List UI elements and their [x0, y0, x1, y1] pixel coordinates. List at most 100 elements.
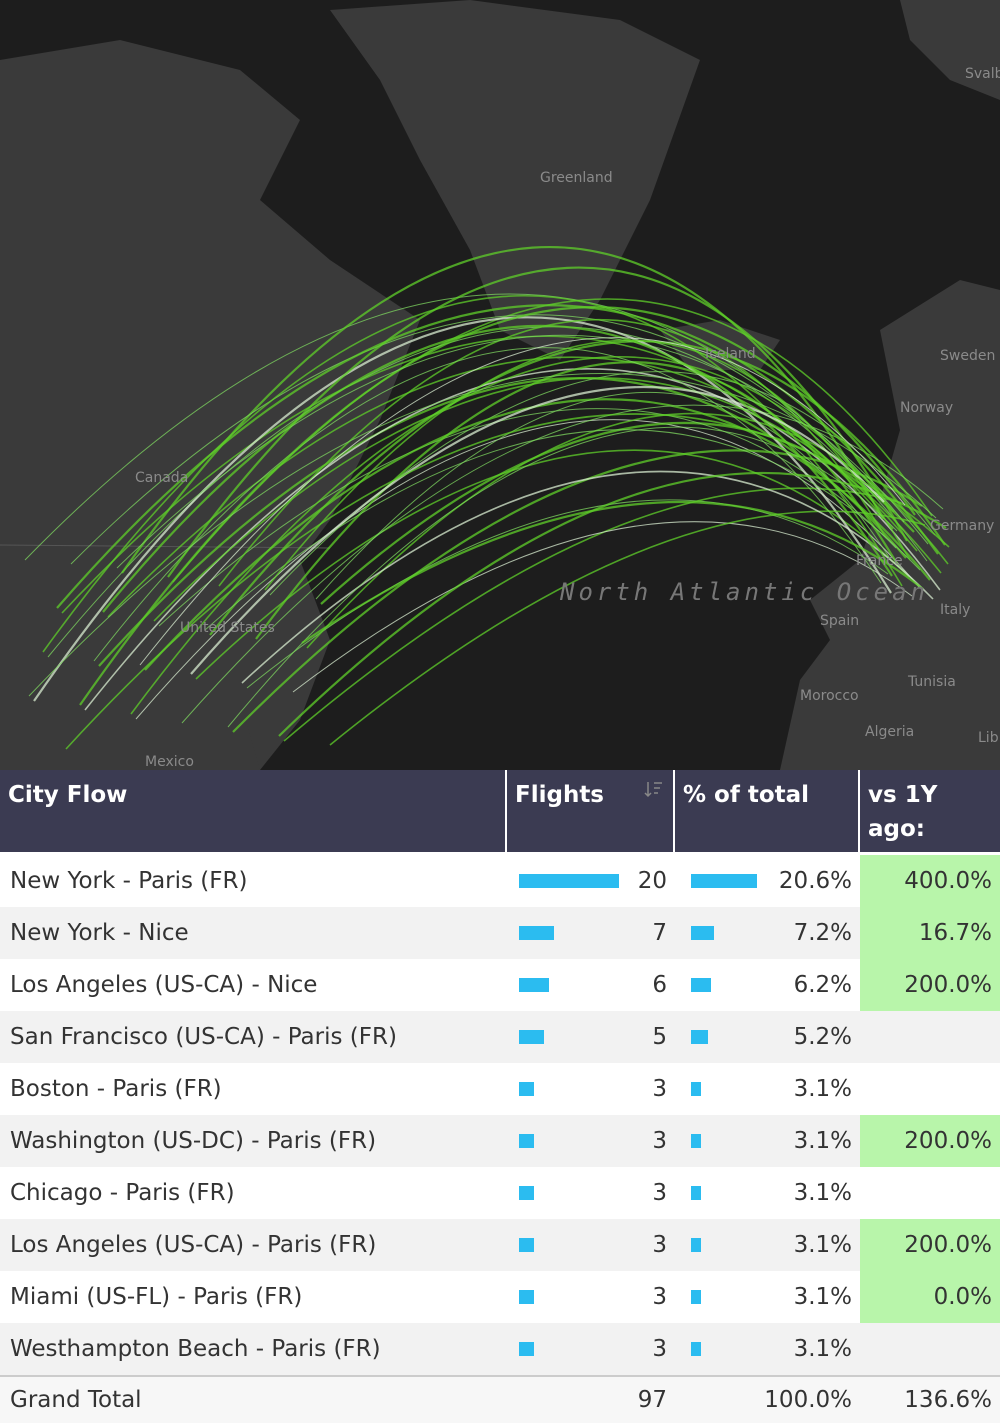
- flow-arc: [264, 339, 911, 591]
- map: Svalbard Greenland Iceland Sweden Norway…: [0, 0, 1000, 770]
- column-header[interactable]: % of total: [675, 770, 860, 852]
- pct-bar: [691, 1030, 708, 1044]
- pct-cell: 20.6%: [675, 855, 860, 907]
- flights-bar: [519, 926, 554, 940]
- pct-bar: [691, 874, 757, 888]
- change-cell: [860, 1011, 1000, 1063]
- flights-cell: 3: [507, 1063, 675, 1115]
- change-cell: 16.7%: [860, 907, 1000, 959]
- flights-bar: [519, 1082, 534, 1096]
- table-row[interactable]: San Francisco (US-CA) - Paris (FR) 5 5.2%: [0, 1011, 1000, 1063]
- flow-arc: [227, 426, 898, 728]
- change-cell: 0.0%: [860, 1271, 1000, 1323]
- change-cell: [860, 1323, 1000, 1375]
- change-cell: [860, 1167, 1000, 1219]
- flow-arc: [315, 391, 890, 600]
- pct-cell: 3.1%: [675, 1115, 860, 1167]
- flow-arc: [70, 314, 905, 565]
- map-label: Tunisia: [907, 674, 956, 690]
- flow-arc: [218, 318, 887, 587]
- flights-cell: 5: [507, 1011, 675, 1063]
- map-label: Germany: [930, 518, 994, 534]
- table-row[interactable]: Miami (US-FL) - Paris (FR) 3 3.1% 0.0%: [0, 1271, 1000, 1323]
- flights-bar: [519, 1342, 534, 1356]
- flights-bar: [519, 1238, 534, 1252]
- flow-arc: [190, 385, 885, 675]
- flights-cell: 3: [507, 1219, 675, 1271]
- flow-arc: [116, 334, 929, 569]
- pct-cell: 3.1%: [675, 1063, 860, 1115]
- flow-arc: [301, 500, 924, 644]
- pct-bar: [691, 1342, 701, 1356]
- map-label: Lib: [978, 730, 999, 746]
- map-label: Italy: [940, 602, 970, 618]
- flow-arc: [320, 421, 915, 605]
- change-cell: [860, 1063, 1000, 1115]
- table-row[interactable]: Boston - Paris (FR) 3 3.1%: [0, 1063, 1000, 1115]
- flights-cell: 3: [507, 1271, 675, 1323]
- flights-bar: [519, 1134, 534, 1148]
- flow-arc: [195, 449, 910, 680]
- flights-cell: 97: [637, 1387, 667, 1413]
- city-cell: San Francisco (US-CA) - Paris (FR): [10, 1024, 397, 1050]
- flow-arc: [28, 372, 937, 697]
- pct-cell: 7.2%: [675, 907, 860, 959]
- table-row[interactable]: Los Angeles (US-CA) - Paris (FR) 3 3.1% 200…: [0, 1219, 1000, 1271]
- flow-arc: [139, 337, 906, 666]
- change-cell: 200.0%: [860, 959, 1000, 1011]
- flights-bar: [519, 978, 549, 992]
- flow-arc: [102, 324, 893, 613]
- city-cell: Boston - Paris (FR): [10, 1076, 222, 1102]
- flow-arc: [79, 306, 916, 706]
- city-cell: Westhampton Beach - Paris (FR): [10, 1336, 381, 1362]
- pct-cell: 5.2%: [675, 1011, 860, 1063]
- sort-icon[interactable]: [643, 780, 663, 800]
- pct-cell: 3.1%: [675, 1323, 860, 1375]
- pct-bar: [691, 1186, 701, 1200]
- pct-bar: [691, 1082, 701, 1096]
- flow-arc: [93, 347, 882, 662]
- flights-cell: 3: [507, 1323, 675, 1375]
- map-label: Sweden: [940, 348, 995, 364]
- pct-cell: 100.0%: [764, 1387, 852, 1413]
- map-label: Canada: [135, 470, 188, 486]
- header-text: Flights: [515, 782, 605, 808]
- map-label: Morocco: [800, 688, 859, 704]
- table-row[interactable]: Washington (US-DC) - Paris (FR) 3 3.1% 200.…: [0, 1115, 1000, 1167]
- flights-bar: [519, 1030, 544, 1044]
- table-row[interactable]: Los Angeles (US-CA) - Nice 6 6.2% 200.0%: [0, 959, 1000, 1011]
- city-cell: New York - Nice: [10, 920, 189, 946]
- column-header[interactable]: Flights: [507, 770, 675, 852]
- change-cell: 200.0%: [860, 1219, 1000, 1271]
- pct-cell: 3.1%: [675, 1167, 860, 1219]
- map-label: Greenland: [540, 170, 613, 186]
- table-row[interactable]: New York - Nice 7 7.2% 16.7%: [0, 907, 1000, 959]
- flights-cell: 3: [507, 1167, 675, 1219]
- flights-cell: 6: [507, 959, 675, 1011]
- map-label: Algeria: [865, 724, 914, 740]
- flights-cell: 20: [507, 855, 675, 907]
- flights-cell: 7: [507, 907, 675, 959]
- table-row[interactable]: Westhampton Beach - Paris (FR) 3 3.1%: [0, 1323, 1000, 1375]
- map-label: United States: [180, 620, 275, 636]
- flow-arc: [292, 521, 913, 693]
- column-header[interactable]: vs 1Y ago: Flights: [860, 770, 1000, 876]
- border: [0, 544, 331, 549]
- city-cell: Chicago - Paris (FR): [10, 1180, 235, 1206]
- change-cell: 200.0%: [860, 1115, 1000, 1167]
- map-label: Svalbard: [965, 66, 1000, 82]
- column-header[interactable]: City Flow: [0, 770, 507, 852]
- table-row[interactable]: Chicago - Paris (FR) 3 3.1%: [0, 1167, 1000, 1219]
- map-label: Iceland: [705, 346, 756, 362]
- flights-bar: [519, 1186, 534, 1200]
- pct-cell: 6.2%: [675, 959, 860, 1011]
- table: City Flow Flights % of total vs 1Y ago: …: [0, 770, 1000, 1423]
- table-row[interactable]: New York - Paris (FR) 20 20.6% 400.0%: [0, 855, 1000, 907]
- flow-arc: [42, 295, 903, 653]
- pct-bar: [691, 1290, 701, 1304]
- ocean-label: North Atlantic Ocean: [559, 578, 929, 606]
- pct-bar: [691, 1134, 701, 1148]
- flow-arc: [135, 419, 920, 720]
- city-cell: Miami (US-FL) - Paris (FR): [10, 1284, 303, 1310]
